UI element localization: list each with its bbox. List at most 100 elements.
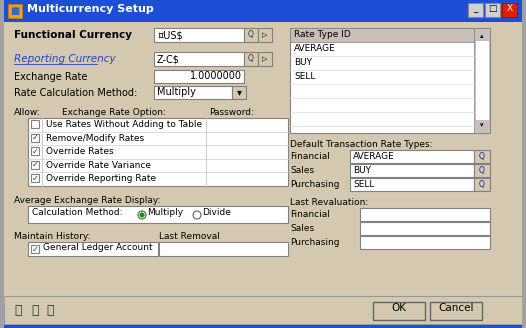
Bar [485,3,500,17]
Text: ✓: ✓ [32,147,38,156]
Text: Exchange Rate Option:: Exchange Rate Option: [62,108,166,117]
Bar [258,28,272,42]
Bar [475,40,489,120]
Circle shape [140,213,144,217]
Text: _: _ [473,4,478,13]
Text: Sales: Sales [290,224,314,233]
Bar [258,52,272,66]
Bar [360,222,490,235]
Bar [474,28,490,133]
Bar [4,22,522,304]
Text: AVERAGE: AVERAGE [294,44,336,53]
Text: 📋: 📋 [31,303,39,317]
Text: ▾: ▾ [237,87,241,97]
Text: Maintain History:: Maintain History: [14,232,90,241]
Text: BUY: BUY [294,58,312,67]
Bar [474,150,490,163]
Bar [350,150,474,163]
Text: Financial: Financial [290,210,330,219]
Text: Average Exchange Rate Display:: Average Exchange Rate Display: [14,196,160,205]
Text: Default Transaction Rate Types:: Default Transaction Rate Types: [290,140,432,149]
Circle shape [138,211,146,219]
Bar [159,242,288,256]
Bar [31,245,39,253]
Text: Rate Calculation Method:: Rate Calculation Method: [14,88,137,98]
Text: OK: OK [391,303,407,313]
Text: ▾: ▾ [480,122,484,128]
Text: Use Rates Without Adding to Table: Use Rates Without Adding to Table [46,120,202,129]
Text: Financial: Financial [290,152,330,161]
Text: ✓: ✓ [32,133,38,142]
Text: ✓: ✓ [32,160,38,169]
Bar [474,178,490,191]
Text: Multiply: Multiply [147,208,183,217]
Bar [154,86,232,99]
Bar [474,164,490,177]
Text: Last Revaluation:: Last Revaluation: [290,198,368,207]
Text: Q: Q [248,54,254,64]
Bar [502,3,517,17]
Bar [154,52,244,66]
Bar [232,86,246,99]
Text: X: X [507,4,512,13]
Text: Q: Q [248,31,254,39]
Bar [28,242,158,256]
Bar [350,164,474,177]
Text: Divide: Divide [202,208,231,217]
Bar [31,161,39,169]
Circle shape [193,211,201,219]
Text: SELL: SELL [294,72,316,81]
Bar [28,206,288,223]
Bar [8,4,22,18]
Text: Multiply: Multiply [157,87,196,97]
Bar [154,28,244,42]
Bar [468,3,483,17]
Text: Sales: Sales [290,166,314,175]
Text: Override Rates: Override Rates [46,147,114,156]
Text: Rate Type ID: Rate Type ID [294,30,351,39]
Bar [290,28,490,133]
Text: Calculation Method:: Calculation Method: [32,208,123,217]
Bar [360,236,490,249]
Text: ▷: ▷ [262,32,268,38]
Bar [31,174,39,182]
Bar [4,0,522,22]
Bar [31,147,39,155]
Text: ■: ■ [11,6,19,16]
Bar [430,302,482,320]
Bar [31,133,39,142]
Text: General Ledger Account: General Ledger Account [43,243,153,252]
Text: Password:: Password: [209,108,254,117]
Text: Q: Q [479,180,485,189]
Bar [290,28,474,42]
Bar [31,120,39,128]
Text: Allow:: Allow: [14,108,41,117]
Text: Purchasing: Purchasing [290,238,339,247]
Text: Last Removal: Last Removal [159,232,220,241]
Text: Override Rate Variance: Override Rate Variance [46,161,151,170]
Text: Reporting Currency: Reporting Currency [14,54,116,64]
Bar [350,178,474,191]
Text: BUY: BUY [353,166,371,175]
Bar [28,118,288,186]
Text: Override Reporting Rate: Override Reporting Rate [46,174,156,183]
Bar [244,52,258,66]
Text: Q: Q [479,152,485,161]
Bar [373,302,425,320]
Bar [154,70,244,83]
Text: ✓: ✓ [32,244,38,254]
Text: ✓: ✓ [32,174,38,183]
Text: Remove/Modify Rates: Remove/Modify Rates [46,133,144,143]
Bar [4,296,522,324]
Text: 🖨: 🖨 [14,303,22,317]
Text: Functional Currency: Functional Currency [14,30,132,40]
Text: ▷: ▷ [262,56,268,62]
Text: Cancel: Cancel [438,303,474,313]
Text: Exchange Rate: Exchange Rate [14,72,87,82]
Text: SELL: SELL [353,180,375,189]
Text: ¤US$: ¤US$ [157,30,183,40]
Text: Purchasing: Purchasing [290,180,339,189]
Text: Multicurrency Setup: Multicurrency Setup [27,4,154,14]
Text: 1.0000000: 1.0000000 [190,71,242,81]
Text: ▴: ▴ [480,33,484,39]
